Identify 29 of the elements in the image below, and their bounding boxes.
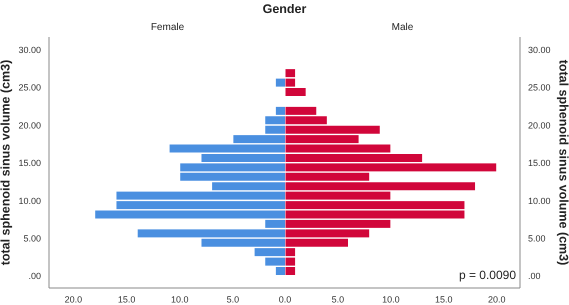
x-tick-label: 10.0 bbox=[170, 294, 188, 304]
x-tick-label: 10.0 bbox=[382, 294, 400, 304]
chart-title: Gender bbox=[262, 2, 308, 16]
y-tick-label: 20.00 bbox=[528, 120, 551, 130]
x-tick-label: 20.0 bbox=[64, 294, 82, 304]
y-axis-title: total sphenoid sinus volume (cm3) bbox=[0, 60, 12, 266]
chart-subtitle: Female bbox=[150, 22, 186, 33]
x-tick-label: 5.0 bbox=[332, 294, 344, 304]
y-tick-label: 10.00 bbox=[528, 196, 551, 206]
y-tick-label: 25.00 bbox=[18, 82, 41, 93]
y-tick-label: .00 bbox=[528, 271, 541, 282]
y-tick-label: 25.00 bbox=[528, 82, 551, 93]
chart-subtitle: Male bbox=[390, 22, 414, 33]
y-tick-label: 15.00 bbox=[528, 158, 551, 168]
y-tick-label: 20.00 bbox=[18, 120, 41, 130]
y-axis-title: total sphenoid sinus volume (cm3) bbox=[556, 60, 569, 266]
y-tick-label: 5.00 bbox=[23, 233, 41, 244]
y-tick-label: 15.00 bbox=[18, 158, 41, 168]
y-tick-label: 30.00 bbox=[18, 45, 41, 56]
x-tick-label: 15.0 bbox=[435, 294, 453, 304]
x-tick-label: 5.0 bbox=[226, 294, 240, 304]
x-tick-label: 15.0 bbox=[118, 294, 136, 304]
y-tick-label: 30.00 bbox=[528, 45, 551, 56]
y-tick-label: .00 bbox=[28, 271, 41, 282]
x-tick-label: 20.0 bbox=[488, 294, 506, 304]
y-tick-label: 10.00 bbox=[18, 196, 41, 206]
x-tick-label: 0.0 bbox=[278, 294, 292, 304]
annotation: p = 0.0090 bbox=[458, 268, 516, 282]
y-tick-label: 5.00 bbox=[528, 233, 546, 244]
